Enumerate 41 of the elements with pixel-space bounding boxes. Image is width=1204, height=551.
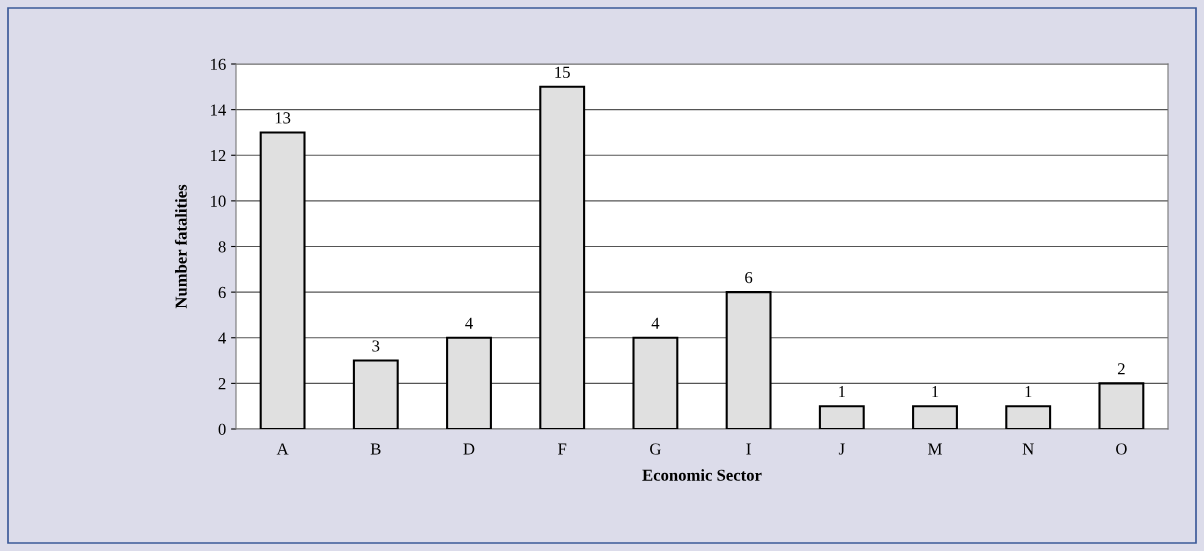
y-tick-label: 4 [218,332,227,344]
data-label: 1 [1025,386,1032,398]
x-tick-label: M [928,443,942,455]
x-tick-label: B [370,443,381,455]
bar [912,405,958,429]
y-tick-label: 10 [211,195,226,207]
x-tick-label: J [838,443,845,455]
data-label: 15 [555,66,570,78]
y-tick-label: 2 [218,378,226,390]
bar [446,336,492,429]
bar [725,291,772,429]
y-tick-label: 0 [218,423,226,435]
x-tick-label: I [746,443,751,455]
data-label: 4 [465,317,473,329]
data-label: 3 [372,340,380,352]
x-tick-label: N [1022,443,1034,455]
bar [632,336,679,429]
x-tick-label: O [1116,443,1127,455]
data-label: 1 [932,386,939,398]
bar [539,85,586,429]
data-label: 13 [275,112,291,124]
y-tick-label: 16 [211,58,226,70]
x-tick-label: F [558,443,567,455]
data-label: 1 [839,386,845,398]
data-label: 6 [745,271,753,284]
bar [818,405,865,429]
bar [352,359,399,429]
y-tick-label: 6 [218,286,226,299]
y-tick-label: 12 [211,150,226,162]
x-tick-label: D [463,443,475,455]
y-axis-title: Number fatalities [174,184,187,309]
bar [1098,382,1145,429]
y-tick-label: 8 [218,241,226,253]
data-label: 2 [1117,363,1125,375]
x-axis-title: Economic Sector [642,469,762,481]
x-tick-label: G [650,443,661,455]
bar [259,131,306,429]
data-label: 4 [651,317,660,329]
x-tick-label: A [276,443,289,455]
y-tick-label: 14 [211,104,227,116]
bar [1005,405,1052,429]
